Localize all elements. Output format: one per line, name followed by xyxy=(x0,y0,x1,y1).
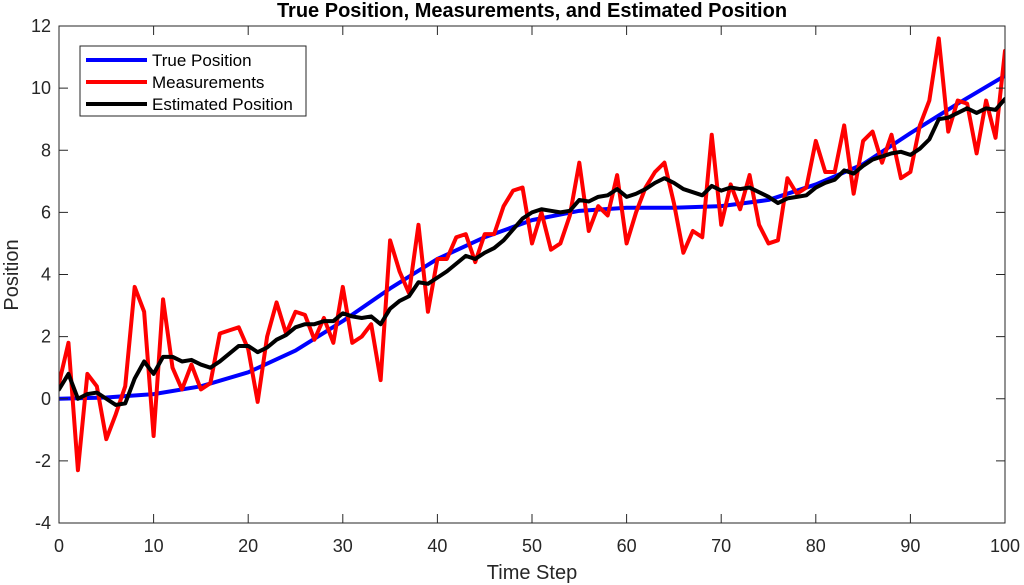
y-tick-label: 6 xyxy=(41,202,51,222)
x-tick-label: 10 xyxy=(144,536,164,556)
x-tick-label: 0 xyxy=(54,536,64,556)
x-tick-label: 40 xyxy=(427,536,447,556)
y-axis-label: Position xyxy=(1,239,23,310)
plot-area xyxy=(59,36,1005,473)
x-tick-label: 30 xyxy=(333,536,353,556)
y-tick-label: -4 xyxy=(35,513,51,533)
legend-label-true-position: True Position xyxy=(152,51,252,70)
x-tick-label: 50 xyxy=(522,536,542,556)
series-line-measurements xyxy=(59,36,1005,473)
x-axis-label: Time Step xyxy=(487,562,577,584)
y-tick-label: 8 xyxy=(41,140,51,160)
y-tick-label: 0 xyxy=(41,389,51,409)
y-tick-label: 2 xyxy=(41,327,51,347)
x-tick-label: 20 xyxy=(238,536,258,556)
legend-label-estimated-position: Estimated Position xyxy=(152,95,293,114)
x-tick-label: 70 xyxy=(711,536,731,556)
x-tick-label: 90 xyxy=(900,536,920,556)
y-tick-label: -2 xyxy=(35,451,51,471)
y-tick-label: 12 xyxy=(31,16,51,36)
y-tick-label: 4 xyxy=(41,265,51,285)
axes: 0 10 20 30 40 50 60 70 80 90 100 -4 -2 0 2 4 6 8 10 12 xyxy=(31,16,1020,556)
legend: True Position Measurements Estimated Posit… xyxy=(79,45,307,117)
x-tick-label: 80 xyxy=(806,536,826,556)
x-tick-label: 60 xyxy=(617,536,637,556)
y-tick-label: 10 xyxy=(31,78,51,98)
series-line-estimated-position xyxy=(59,97,1005,407)
chart-title: True Position, Measurements, and Estimat… xyxy=(277,0,787,22)
x-tick-label: 100 xyxy=(990,536,1020,556)
legend-label-measurements: Measurements xyxy=(152,73,264,92)
